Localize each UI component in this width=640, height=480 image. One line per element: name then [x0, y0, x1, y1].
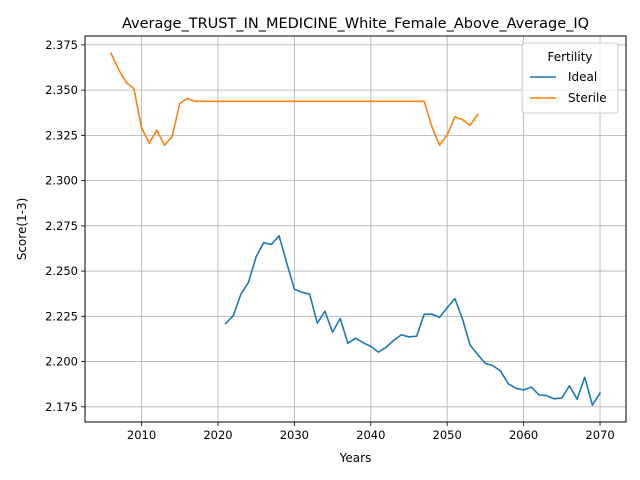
- series-line-sterile: [109, 52, 479, 147]
- x-tick-label: 2010: [127, 428, 156, 442]
- x-axis-ticks: 2010 2020 2030 2040 2050 2060 2070: [127, 422, 615, 442]
- legend-label-sterile: Sterile: [568, 91, 607, 105]
- legend-title: Fertility: [547, 50, 592, 64]
- x-tick-label: 2040: [356, 428, 385, 442]
- plot-frame: [84, 35, 627, 423]
- y-tick-label: 2.175: [45, 400, 78, 414]
- y-tick-label: 2.350: [45, 83, 78, 97]
- x-tick-label: 2030: [280, 428, 309, 442]
- y-tick-label: 2.375: [45, 38, 78, 52]
- legend: Fertility Ideal Sterile: [521, 42, 619, 114]
- y-tick-label: 2.225: [45, 309, 78, 323]
- x-tick-label: 2070: [585, 428, 614, 442]
- x-tick-label: 2050: [433, 428, 462, 442]
- y-tick-label: 2.275: [45, 219, 78, 233]
- series-line-ideal: [224, 234, 602, 406]
- x-axis-label: Years: [339, 451, 372, 465]
- legend-label-ideal: Ideal: [568, 70, 597, 84]
- y-axis-label: Score(1-3): [15, 198, 29, 261]
- y-axis-ticks: 2.175 2.200 2.225 2.250 2.275 2.300 2.325 2.350…: [45, 38, 85, 414]
- x-tick-label: 2060: [509, 428, 538, 442]
- x-tick-label: 2020: [203, 428, 232, 442]
- y-tick-label: 2.325: [45, 128, 78, 142]
- y-tick-label: 2.250: [45, 264, 78, 278]
- chart-title: Average_TRUST_IN_MEDICINE_White_Female_A…: [122, 16, 589, 32]
- y-tick-label: 2.300: [45, 174, 78, 188]
- y-tick-label: 2.200: [45, 355, 78, 369]
- legend-box: [521, 42, 619, 114]
- series-layer: [109, 52, 602, 406]
